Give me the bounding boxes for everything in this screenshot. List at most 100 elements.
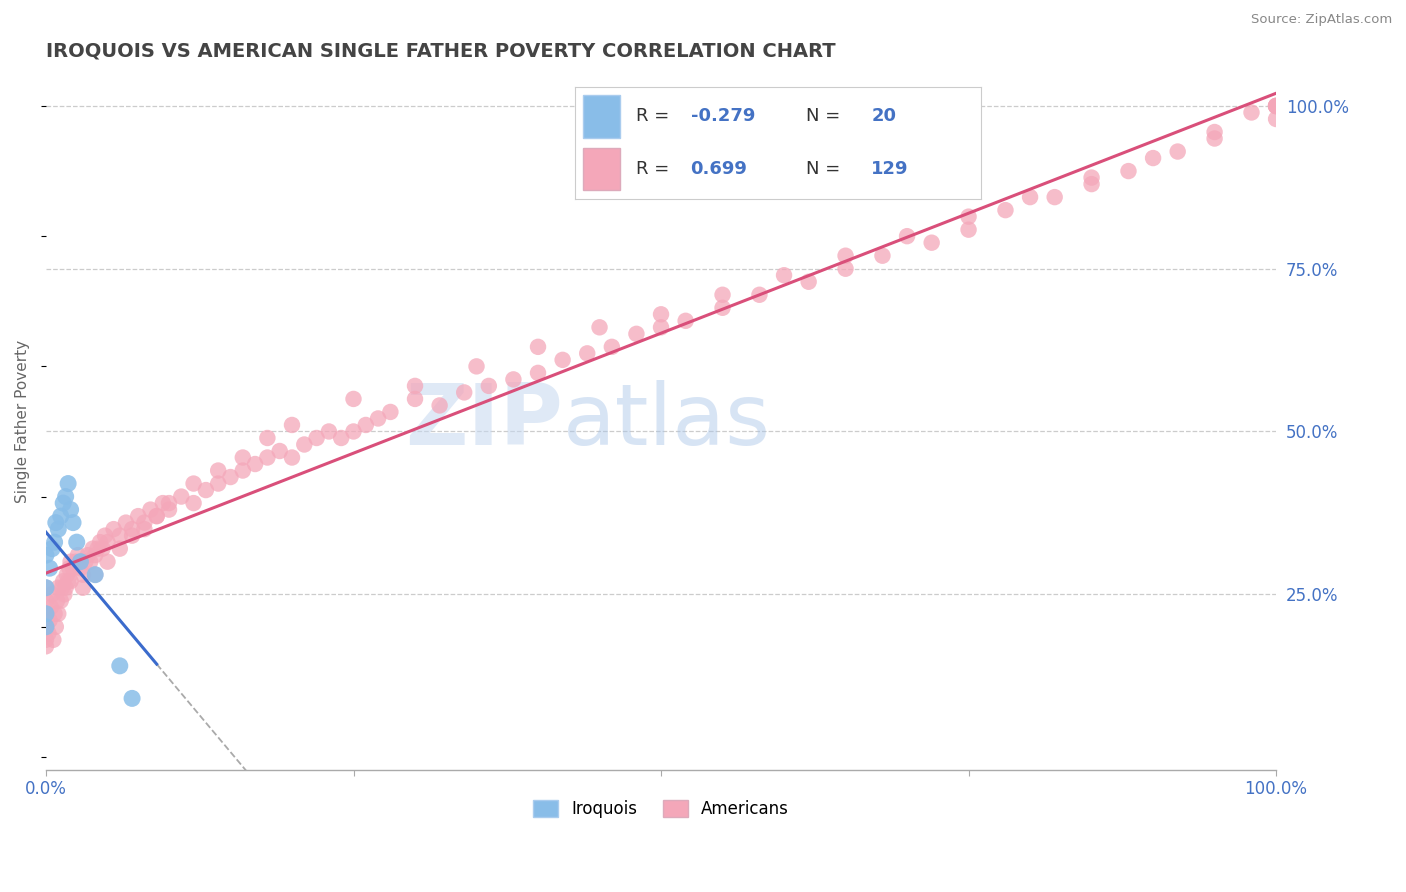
Text: ZIP: ZIP	[405, 380, 562, 463]
Point	[45, 620, 67, 634]
Point	[1265, 99, 1288, 113]
Point	[44, 535, 66, 549]
Point	[551, 352, 574, 367]
Point	[46, 522, 69, 536]
Point	[121, 522, 143, 536]
Point	[35, 632, 58, 647]
Point	[84, 567, 107, 582]
Point	[834, 249, 856, 263]
Point	[219, 470, 242, 484]
Point	[108, 658, 131, 673]
Point	[281, 450, 304, 465]
Point	[94, 528, 117, 542]
Point	[39, 600, 62, 615]
Point	[84, 548, 107, 562]
Y-axis label: Single Father Poverty: Single Father Poverty	[15, 340, 30, 503]
Point	[1142, 151, 1164, 165]
Point	[84, 567, 107, 582]
Point	[797, 275, 820, 289]
Point	[183, 496, 205, 510]
Point	[82, 541, 104, 556]
Point	[69, 555, 91, 569]
Point	[1019, 190, 1042, 204]
Point	[1265, 99, 1288, 113]
Point	[1240, 105, 1263, 120]
Point	[380, 405, 402, 419]
Point	[134, 516, 156, 530]
Point	[404, 379, 426, 393]
Point	[115, 516, 138, 530]
Point	[108, 541, 131, 556]
Point	[121, 528, 143, 542]
Point	[305, 431, 328, 445]
Point	[588, 320, 610, 334]
Point	[1043, 190, 1066, 204]
Point	[269, 444, 291, 458]
Point	[86, 541, 108, 556]
Point	[281, 417, 304, 432]
Point	[35, 581, 58, 595]
Point	[55, 581, 77, 595]
Point	[72, 581, 94, 595]
Point	[207, 476, 229, 491]
Point	[207, 464, 229, 478]
Point	[330, 431, 353, 445]
Point	[76, 548, 98, 562]
Point	[183, 476, 205, 491]
Point	[711, 287, 734, 301]
Legend: Iroquois, Americans: Iroquois, Americans	[527, 793, 796, 824]
Point	[256, 431, 278, 445]
Point	[1080, 170, 1102, 185]
Point	[1167, 145, 1189, 159]
Point	[527, 366, 550, 380]
Point	[56, 574, 79, 589]
Point	[157, 496, 180, 510]
Text: IROQUOIS VS AMERICAN SINGLE FATHER POVERTY CORRELATION CHART: IROQUOIS VS AMERICAN SINGLE FATHER POVER…	[46, 42, 835, 61]
Point	[89, 535, 111, 549]
Point	[59, 502, 82, 516]
Point	[69, 561, 91, 575]
Point	[72, 567, 94, 582]
Point	[66, 535, 89, 549]
Point	[56, 567, 79, 582]
Point	[1204, 131, 1226, 145]
Point	[38, 613, 60, 627]
Point	[53, 587, 76, 601]
Point	[35, 620, 58, 634]
Point	[896, 229, 918, 244]
Point	[243, 457, 266, 471]
Point	[49, 593, 72, 607]
Point	[96, 555, 118, 569]
Point	[600, 340, 623, 354]
Point	[56, 476, 79, 491]
Point	[1204, 125, 1226, 139]
Point	[921, 235, 943, 250]
Point	[46, 593, 69, 607]
Point	[170, 490, 193, 504]
Point	[35, 607, 58, 621]
Point	[55, 490, 77, 504]
Point	[103, 522, 125, 536]
Point	[292, 437, 315, 451]
Point	[527, 340, 550, 354]
Text: atlas: atlas	[562, 380, 770, 463]
Point	[35, 581, 58, 595]
Point	[45, 516, 67, 530]
Point	[44, 607, 66, 621]
Point	[35, 620, 58, 634]
Point	[1265, 99, 1288, 113]
Point	[52, 574, 75, 589]
Point	[51, 581, 73, 595]
Point	[711, 301, 734, 315]
Point	[79, 555, 101, 569]
Point	[157, 502, 180, 516]
Point	[994, 203, 1017, 218]
Point	[127, 509, 149, 524]
Point	[957, 210, 980, 224]
Point	[46, 607, 69, 621]
Point	[478, 379, 501, 393]
Point	[75, 555, 97, 569]
Point	[626, 326, 648, 341]
Point	[59, 574, 82, 589]
Point	[318, 425, 340, 439]
